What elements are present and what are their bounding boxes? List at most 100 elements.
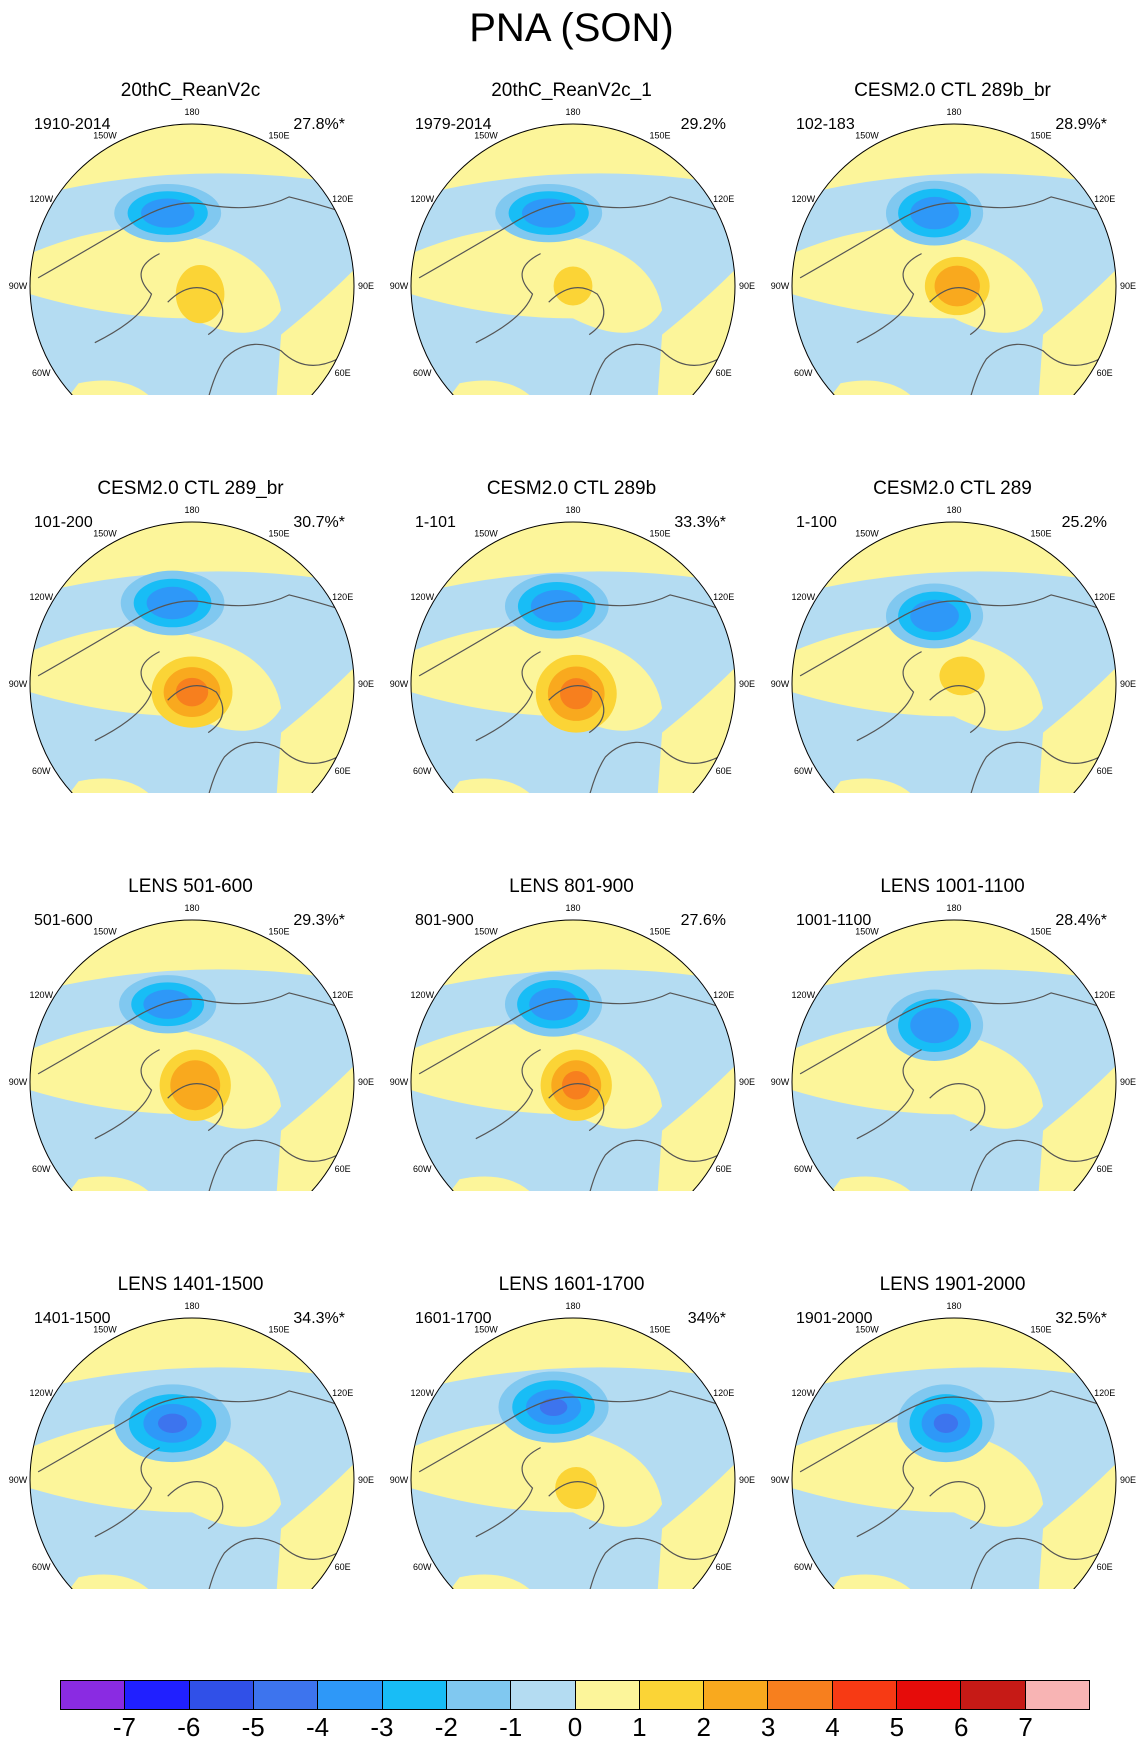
colorbar-labels: -7 -6 -5 -4 -3 -2 -1 0 1 2 3 4 5 6 7 (60, 1712, 1090, 1742)
longitude-label: 60E (1097, 368, 1113, 378)
coastline (856, 1049, 922, 1140)
longitude-label: 150E (1030, 1324, 1051, 1334)
longitude-label: 60W (32, 1164, 51, 1174)
coastline (199, 1537, 339, 1589)
coastline (548, 1083, 605, 1132)
colorbar-tick-label: -1 (499, 1712, 523, 1742)
polar-map: 180150E120E90E60E30E030W60W90W120W150W (9, 1301, 374, 1589)
longitude-label: 60E (335, 1562, 351, 1572)
panel-title: 20thC_ReanV2c_1 (491, 80, 652, 101)
longitude-label: 60W (794, 1562, 813, 1572)
longitude-label: 90W (771, 281, 790, 291)
panel-period: 801-900 (415, 912, 474, 929)
coastline (961, 343, 1101, 395)
coastline (167, 1481, 224, 1530)
coastline (37, 1390, 347, 1473)
positive-anomaly-contour (561, 1070, 591, 1100)
polar-map: 180150E120E90E60E30E030W60W90W120W150W (390, 107, 755, 395)
coastline (475, 1447, 541, 1538)
coastline (199, 741, 339, 793)
polar-map: 180150E120E90E60E30E030W60W90W120W150W (771, 1301, 1136, 1589)
longitude-label: 120E (332, 194, 353, 204)
coastline (418, 594, 728, 677)
coastline (580, 1537, 720, 1589)
longitude-label: 150E (268, 1324, 289, 1334)
longitude-label: 120W (30, 1388, 54, 1398)
coastline (418, 1390, 728, 1473)
panel-variance-pct: 27.8%* (293, 116, 345, 133)
longitude-label: 120W (411, 1388, 435, 1398)
colorbar-swatch (704, 1681, 769, 1709)
longitude-label: 150W (93, 528, 117, 538)
colorbar-tick-label: 3 (760, 1712, 776, 1742)
panel-variance-pct: 28.4%* (1055, 912, 1107, 929)
panel-period: 1-101 (415, 514, 456, 531)
longitude-label: 90W (390, 679, 409, 689)
coastline (37, 992, 347, 1075)
longitude-label: 90W (771, 679, 790, 689)
longitude-label: 90W (9, 281, 28, 291)
panel-title: LENS 1401-1500 (117, 1274, 264, 1295)
longitude-label: 120E (713, 592, 734, 602)
panel-title: LENS 1001-1100 (880, 876, 1025, 897)
longitude-label: 60E (716, 368, 732, 378)
panel-period: 1979-2014 (415, 116, 492, 133)
longitude-label: 90E (1120, 1475, 1136, 1485)
longitude-label: 150W (855, 528, 879, 538)
anomaly-band (1035, 269, 1116, 395)
longitude-label: 90E (358, 281, 374, 291)
longitude-label: 90W (771, 1077, 790, 1087)
anomaly-band (273, 1065, 354, 1191)
map-panel: 180150E120E90E60E30E030W60W90W120W150WLE… (381, 1194, 762, 1589)
colorbar-tick-label: -5 (241, 1712, 265, 1742)
anomaly-band (1035, 667, 1116, 793)
colorbar-swatch (768, 1681, 833, 1709)
negative-anomaly-contour (539, 1398, 568, 1417)
polar-map: 180150E120E90E60E30E030W60W90W120W150W (390, 1301, 755, 1589)
longitude-label: 60E (1097, 1562, 1113, 1572)
positive-anomaly-contour (175, 264, 225, 324)
colorbar-swatch (61, 1681, 126, 1709)
anomaly-band (1035, 1463, 1116, 1589)
longitude-label: 120W (411, 194, 435, 204)
negative-anomaly-contour (910, 599, 959, 633)
negative-anomaly-contour (910, 1007, 959, 1044)
longitude-label: 60W (413, 766, 432, 776)
longitude-label: 90E (1120, 1077, 1136, 1087)
panel-period: 1901-2000 (796, 1310, 873, 1327)
longitude-label: 90E (739, 281, 755, 291)
anomaly-band (654, 269, 735, 395)
panel-period: 1910-2014 (34, 116, 111, 133)
longitude-label: 60E (1097, 766, 1113, 776)
longitude-label: 180 (184, 903, 199, 913)
colorbar-tick-label: 2 (696, 1712, 711, 1742)
positive-anomaly-contour (175, 677, 209, 707)
map-boundary (791, 123, 1117, 395)
longitude-label: 120W (30, 990, 54, 1000)
longitude-label: 150W (474, 926, 498, 936)
longitude-label: 60E (716, 1164, 732, 1174)
anomaly-band (273, 1463, 354, 1589)
panel-variance-pct: 34.3%* (293, 1310, 345, 1327)
panel-title: LENS 801-900 (509, 876, 634, 897)
polar-map: 180150E120E90E60E30E030W60W90W120W150W (390, 505, 755, 793)
anomaly-band (30, 1422, 282, 1527)
longitude-label: 180 (565, 505, 580, 515)
map-panel: 180150E120E90E60E30E030W60W90W120W150W20… (381, 0, 762, 395)
longitude-label: 90W (390, 1077, 409, 1087)
map-boundary (29, 123, 355, 395)
coastline (929, 685, 986, 734)
positive-anomaly-contour (560, 678, 593, 710)
polar-map: 180150E120E90E60E30E030W60W90W120W150W (771, 107, 1136, 395)
coastline (799, 1390, 1109, 1473)
anomaly-band (1035, 1065, 1116, 1191)
negative-anomaly-contour (530, 590, 583, 623)
panel-title: 20thC_ReanV2c (120, 80, 261, 101)
coastline (580, 343, 720, 395)
colorbar-swatch (511, 1681, 576, 1709)
positive-anomaly-contour (934, 265, 980, 307)
longitude-label: 150W (855, 926, 879, 936)
longitude-label: 120E (1094, 194, 1115, 204)
longitude-label: 60W (413, 1164, 432, 1174)
longitude-label: 180 (565, 107, 580, 117)
